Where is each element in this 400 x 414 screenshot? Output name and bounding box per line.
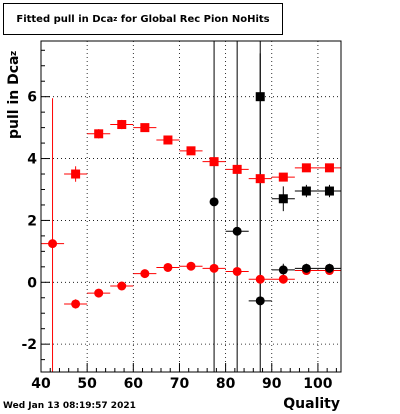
circle-marker [301, 263, 311, 273]
timestamp: Wed Jan 13 08:19:57 2021 [3, 401, 136, 411]
square-marker [255, 174, 265, 184]
square-marker [278, 194, 288, 204]
plot-frame [40, 40, 342, 373]
y-tick-label: 6 [27, 90, 37, 106]
circle-marker [71, 299, 81, 309]
square-marker [255, 92, 265, 102]
circle-marker [163, 262, 173, 272]
chart-title: Fitted pull in Dca z for Global Rec Pion … [3, 3, 283, 35]
x-tick-label: 80 [216, 376, 236, 392]
square-marker [301, 163, 311, 173]
circle-marker [117, 281, 127, 291]
square-marker [94, 129, 104, 139]
x-tick-label: 40 [31, 376, 51, 392]
square-marker [232, 164, 242, 174]
square-marker [140, 123, 150, 133]
x-axis-label: Quality [283, 396, 340, 412]
title-prefix: Fitted pull in Dca [16, 13, 114, 25]
error-bars [41, 41, 341, 372]
circle-marker [209, 263, 219, 273]
square-marker [209, 157, 219, 167]
tick-labels: 40 50 60 70 80 90 100 -2 0 2 4 6 [21, 90, 332, 392]
x-tick-label: 50 [77, 376, 97, 392]
y-tick-label: 4 [27, 152, 37, 168]
circle-marker [255, 296, 265, 306]
y-tick-label: -2 [21, 337, 37, 353]
square-marker [186, 146, 196, 156]
circle-marker [186, 261, 196, 271]
circle-marker [48, 239, 58, 249]
circle-marker [232, 266, 242, 276]
circle-marker [209, 197, 219, 207]
square-marker [117, 120, 127, 130]
grid-lines [40, 41, 341, 372]
square-marker [324, 186, 334, 196]
y-axis-label: pull in Dca z [2, 50, 26, 140]
square-marker [163, 135, 173, 145]
x-tick-label: 90 [262, 376, 282, 392]
circle-marker [232, 226, 242, 236]
title-suffix: for Global Rec Pion NoHits [117, 13, 270, 25]
circle-marker [278, 274, 288, 284]
title-sub: z [113, 15, 118, 23]
square-marker [301, 186, 311, 196]
ylabel-main: pull in Dca [6, 55, 22, 140]
square-marker [324, 163, 334, 173]
circle-marker [94, 288, 104, 298]
x-tick-label: 100 [303, 376, 332, 392]
square-marker [278, 172, 288, 182]
ylabel-sub: z [9, 50, 19, 56]
circle-marker [278, 265, 288, 275]
y-tick-label: 2 [27, 213, 37, 229]
circle-marker [324, 263, 334, 273]
x-tick-label: 60 [124, 376, 144, 392]
y-tick-label: 0 [27, 275, 37, 291]
data-markers [48, 92, 334, 309]
x-tick-label: 70 [170, 376, 190, 392]
axes [40, 40, 342, 373]
circle-marker [140, 269, 150, 279]
circle-marker [255, 274, 265, 284]
square-marker [71, 169, 81, 179]
